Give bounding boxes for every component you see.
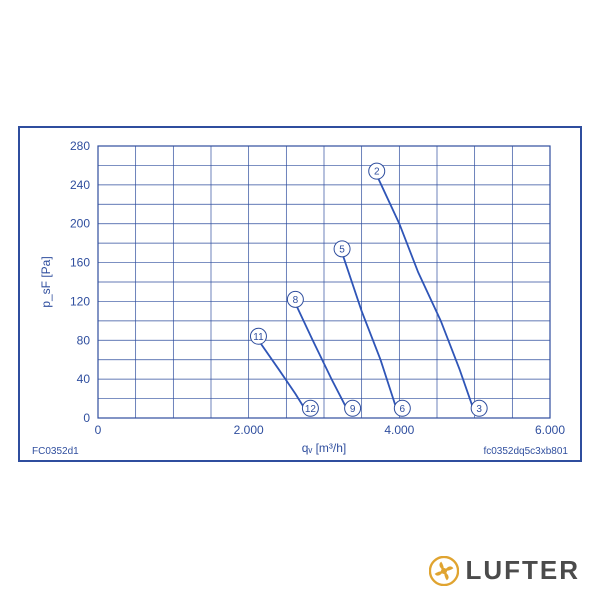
fan-chart-svg: 0 2.000 4.000 6.000 0 40 80 120 160 200 240 280 qᵥ [… xyxy=(20,128,580,460)
brand-logo: LUFTER xyxy=(429,555,580,586)
chart-footer-left: FC0352d1 xyxy=(32,446,79,457)
x-tick-label: 0 xyxy=(95,423,102,437)
y-tick-label: 0 xyxy=(83,411,90,425)
y-tick-label: 80 xyxy=(77,333,91,347)
curve-marker-label: 9 xyxy=(350,404,356,415)
x-tick-label: 4.000 xyxy=(384,423,414,437)
curve-marker-label: 12 xyxy=(305,404,317,415)
brand-logo-text: LUFTER xyxy=(465,555,580,586)
fan-chart-container: 0 2.000 4.000 6.000 0 40 80 120 160 200 240 280 qᵥ [… xyxy=(18,126,582,462)
y-tick-label: 200 xyxy=(70,217,90,231)
x-tick-label: 6.000 xyxy=(535,423,565,437)
chart-footer-right: fc0352dq5c3xb801 xyxy=(483,446,568,457)
curve-marker-label: 6 xyxy=(400,404,406,415)
x-tick-label: 2.000 xyxy=(234,423,264,437)
curve-marker-label: 8 xyxy=(293,295,299,306)
curve-marker-label: 11 xyxy=(253,332,264,343)
curve-marker-label: 3 xyxy=(476,404,482,415)
page: 0 2.000 4.000 6.000 0 40 80 120 160 200 240 280 qᵥ [… xyxy=(0,0,600,600)
y-tick-label: 280 xyxy=(70,139,90,153)
y-tick-label: 160 xyxy=(70,256,90,270)
x-axis-label: qᵥ [m³/h] xyxy=(302,441,347,455)
curve-marker-label: 5 xyxy=(339,244,345,255)
curve-marker-label: 2 xyxy=(374,167,380,178)
fan-icon xyxy=(429,556,459,586)
y-tick-label: 240 xyxy=(70,178,90,192)
y-axis-label: p_sF [Pa] xyxy=(39,256,53,307)
y-tick-label: 40 xyxy=(77,372,91,386)
y-tick-label: 120 xyxy=(70,294,90,308)
